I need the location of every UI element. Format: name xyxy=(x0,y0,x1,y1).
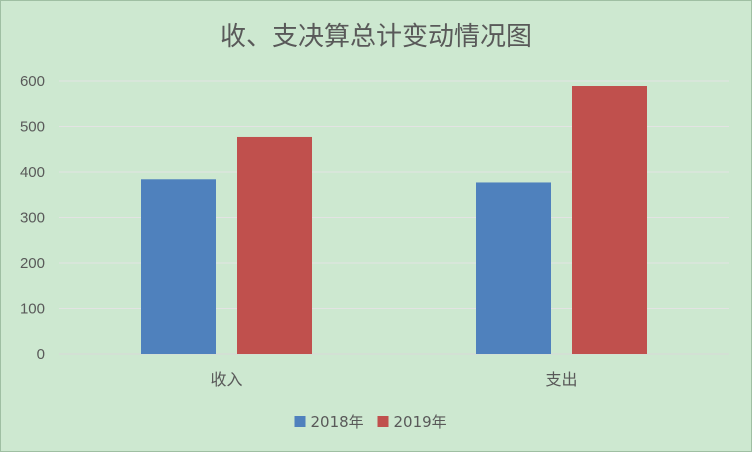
y-tick-label: 400 xyxy=(20,164,45,181)
bar-1-2 xyxy=(476,182,551,354)
bars xyxy=(141,86,647,354)
legend-label: 2018年 xyxy=(311,413,364,431)
bar-2-2 xyxy=(572,86,647,354)
y-tick-label: 300 xyxy=(20,210,45,227)
legend: 2018年 2019年 xyxy=(294,413,447,431)
x-category-label: 支出 xyxy=(545,370,577,389)
x-axis-categories: 收入 支出 xyxy=(210,370,577,389)
y-tick-label: 500 xyxy=(20,119,45,136)
y-axis-ticks: 0 100 200 300 400 500 600 xyxy=(20,73,45,363)
legend-label: 2019年 xyxy=(394,413,447,431)
y-tick-label: 200 xyxy=(20,255,45,272)
y-tick-label: 600 xyxy=(20,73,45,90)
legend-swatch xyxy=(377,416,389,427)
bar-1-1 xyxy=(141,179,216,354)
x-category-label: 收入 xyxy=(210,370,242,389)
legend-swatch xyxy=(294,416,306,427)
y-tick-label: 100 xyxy=(20,301,45,318)
chart-title: 收、支决算总计变动情况图 xyxy=(220,22,532,52)
y-tick-label: 0 xyxy=(37,346,45,363)
bar-2-1 xyxy=(237,136,312,354)
